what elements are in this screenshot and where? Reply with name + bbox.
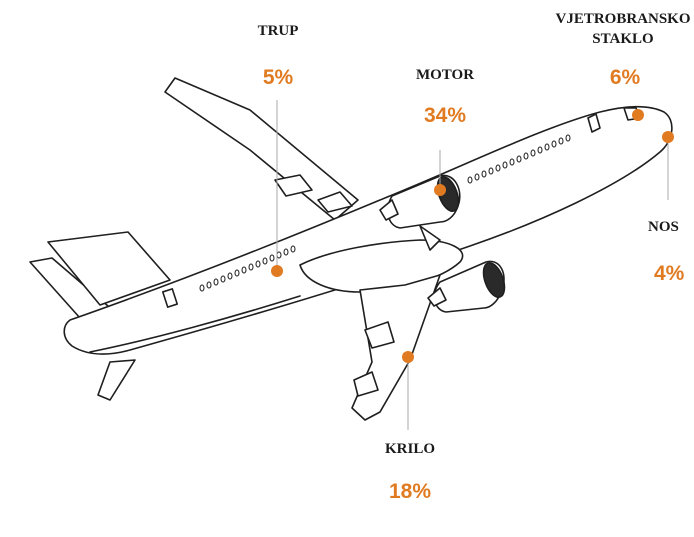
engine-pylon: [419, 225, 441, 251]
vertical-tail: [47, 231, 171, 306]
windshield-label-line1: VJETROBRANSKO: [555, 11, 691, 27]
windshield-value: 6%: [609, 66, 641, 89]
windshield-dot-marker: [632, 109, 644, 121]
engine-dot-marker: [434, 184, 446, 196]
nose-label: NOS: [648, 219, 679, 235]
fuselage-belly: [89, 295, 301, 353]
fuselage-label: TRUP: [257, 23, 299, 39]
wing-dot-marker: [402, 351, 414, 363]
cockpit-window: [587, 113, 601, 133]
fuselage-dot-marker: [271, 265, 283, 277]
wing-value: 18%: [388, 480, 432, 503]
nose-dot-marker: [662, 131, 674, 143]
wing-root: [299, 239, 464, 293]
windshield-label-line2: STAKLO: [592, 31, 654, 47]
front-windows: [467, 134, 571, 184]
nose-value: 4%: [654, 262, 685, 285]
right-stabilizer: [97, 359, 136, 401]
fuselage-value: 5%: [262, 66, 294, 89]
fuselage: [63, 105, 673, 355]
upper-wing-flap: [274, 174, 313, 197]
upper-wing-flap: [317, 191, 353, 213]
lower-engine-intake: [482, 262, 506, 298]
lower-engine-nozzle: [427, 287, 447, 307]
lower-wing-flap: [364, 321, 395, 349]
lower-wing: [351, 274, 441, 421]
engine-label: MOTOR: [415, 67, 475, 83]
engine-value: 34%: [423, 104, 467, 127]
rear-door: [161, 288, 179, 308]
wing-label: KRILO: [384, 441, 435, 457]
lower-wing-flap: [353, 371, 379, 397]
upper-engine-nozzle: [379, 199, 399, 221]
rear-windows: [199, 245, 296, 292]
